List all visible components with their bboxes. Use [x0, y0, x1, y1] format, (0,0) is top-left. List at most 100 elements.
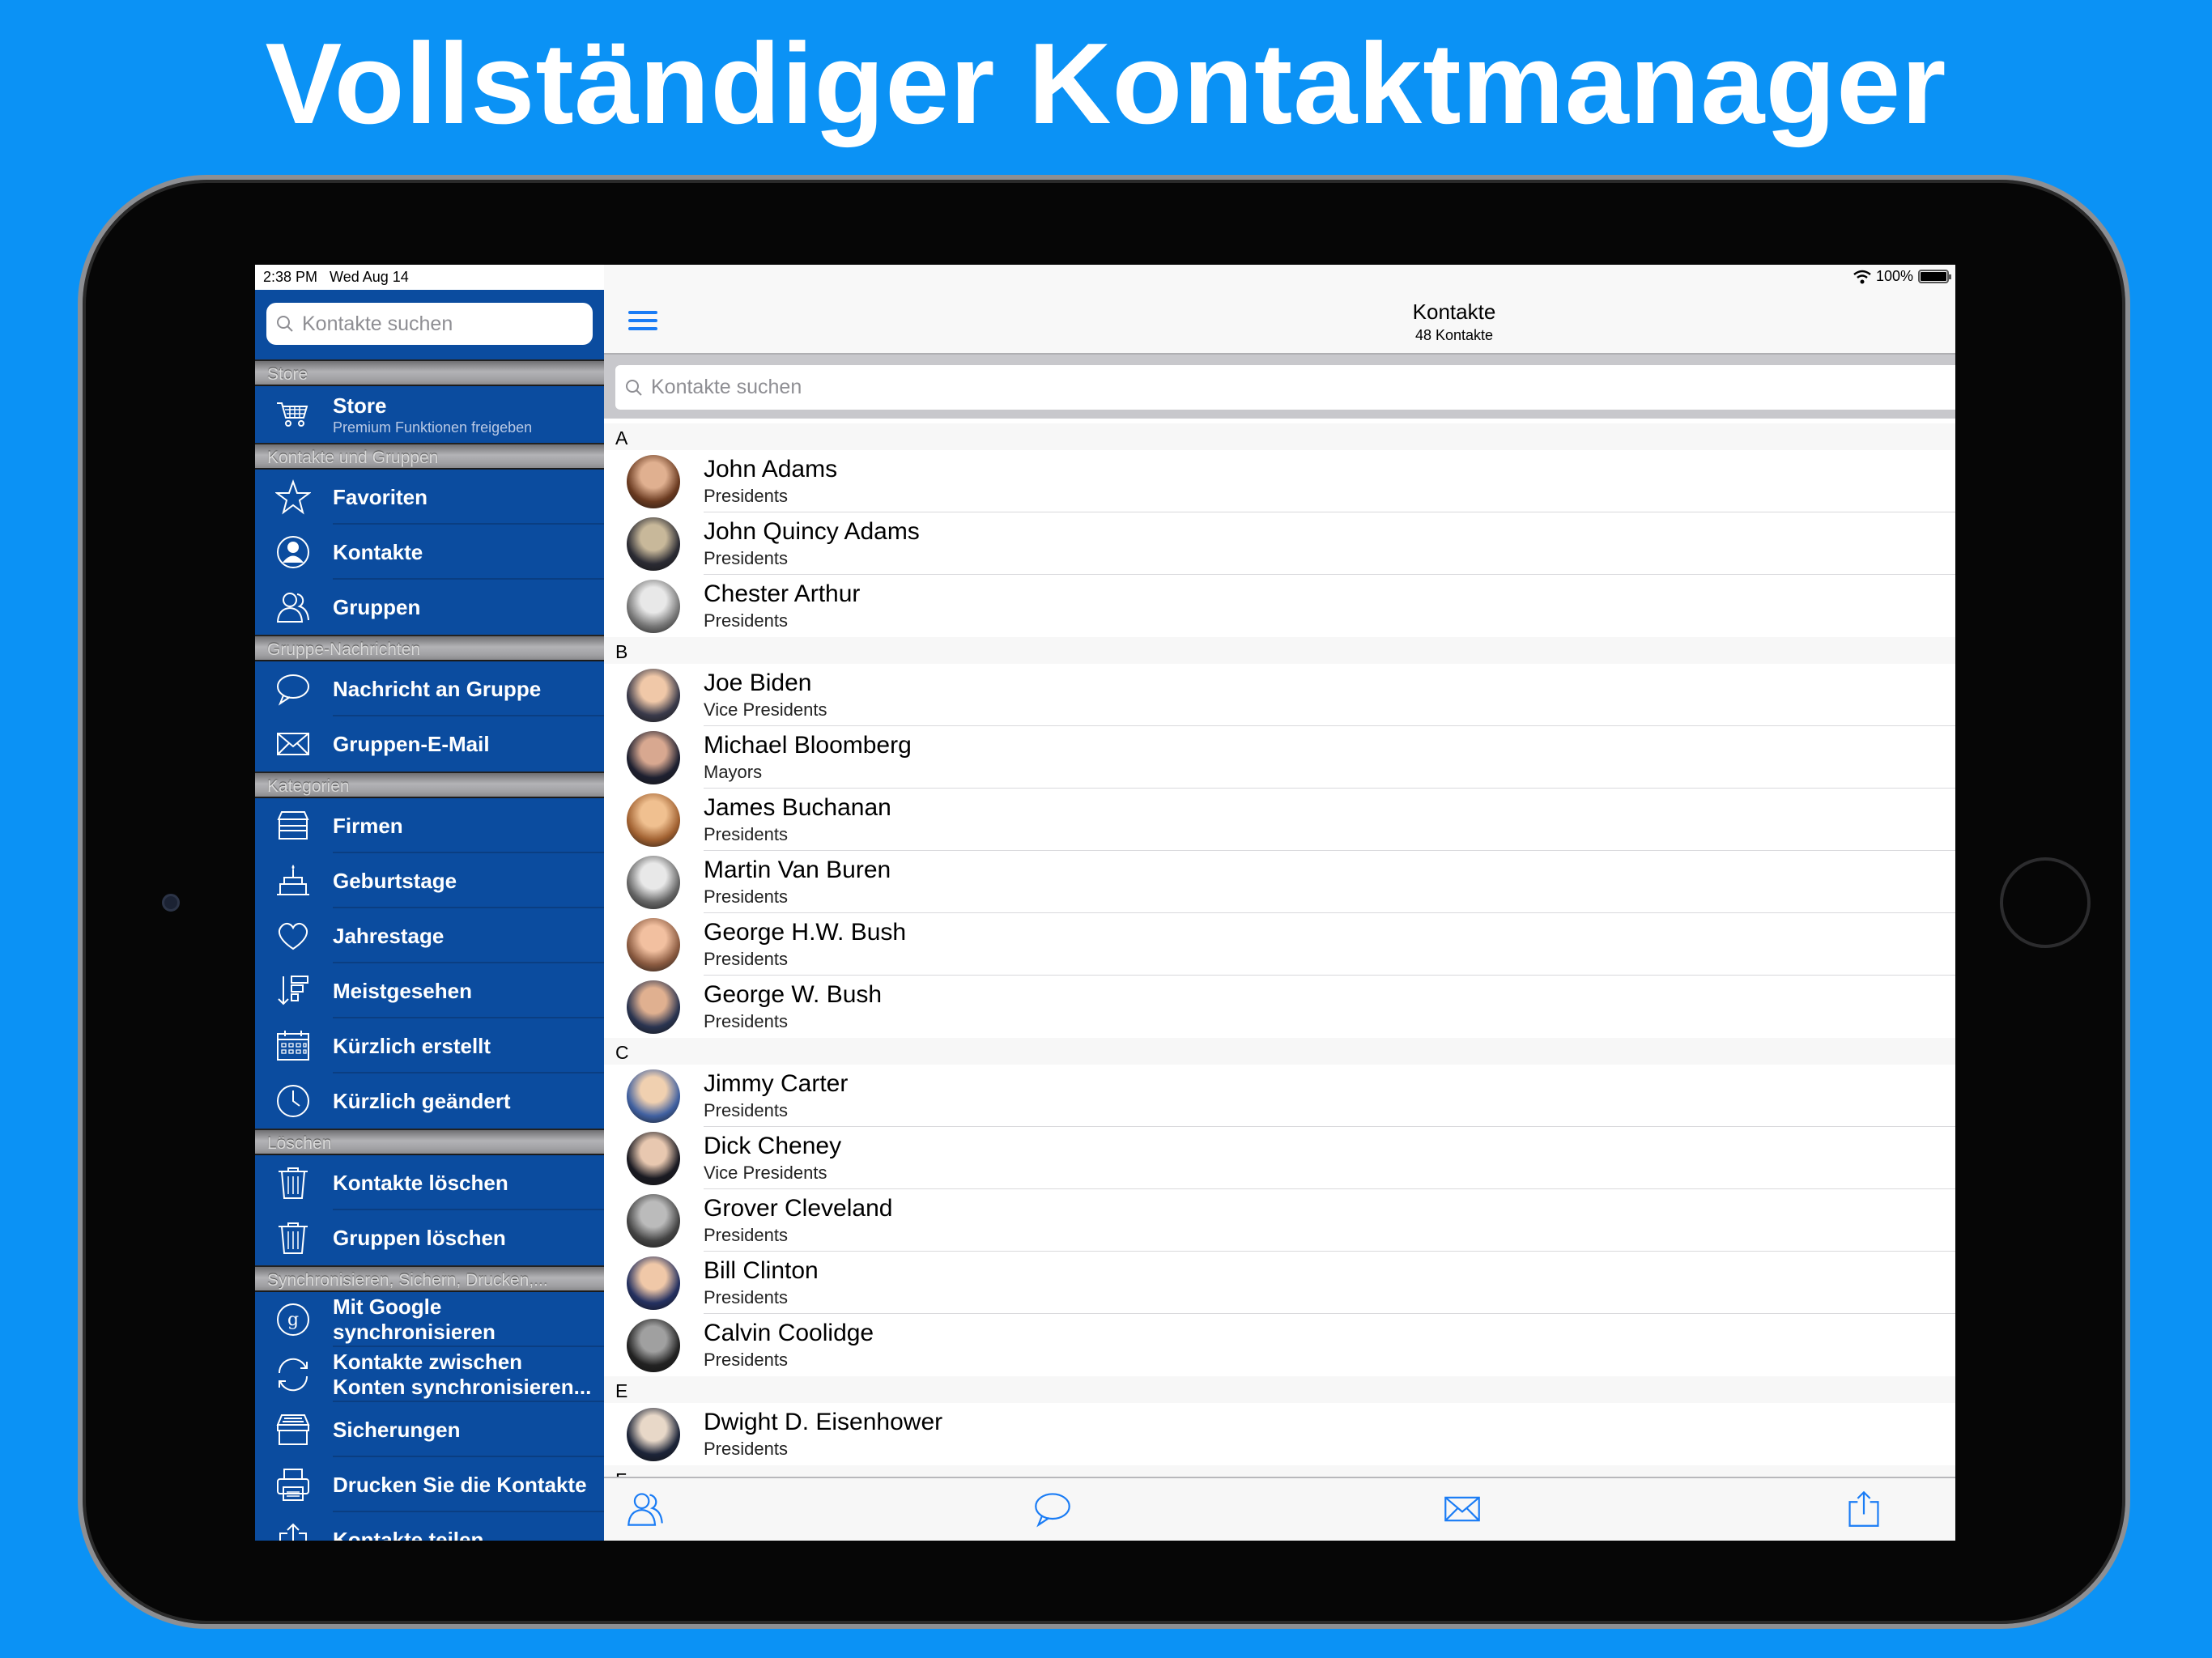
- sidebar-item-label: Gruppen löschen: [333, 1226, 596, 1251]
- sidebar-item-text: Kontakte löschen: [333, 1170, 508, 1195]
- sidebar-item-kontakte-zwischen-konten-synchronisieren[interactable]: Kontakte zwischen Konten synchronisieren…: [255, 1347, 604, 1402]
- contact-row[interactable]: John Quincy Adams Presidents: [604, 512, 1955, 575]
- sidebar-item-favoriten[interactable]: Favoriten: [255, 470, 604, 525]
- sidebar-item-text: Kontakte: [333, 539, 423, 564]
- contact-row[interactable]: George H.W. Bush Presidents: [604, 913, 1955, 976]
- sidebar-search-input[interactable]: Kontakte suchen: [266, 303, 593, 345]
- sidebar-menu: Store Store Premium Funktionen freigeben Ko…: [255, 359, 604, 1541]
- heart-icon: [275, 918, 311, 954]
- sidebar-item-text: Drucken Sie die Kontakte: [333, 1472, 587, 1497]
- contact-row[interactable]: Michael Bloomberg Mayors: [604, 726, 1955, 789]
- sidebar-item-kürzlich-geändert[interactable]: Kürzlich geändert: [255, 1073, 604, 1129]
- contact-group: Presidents: [704, 886, 788, 907]
- share-button[interactable]: [1844, 1490, 1883, 1528]
- contact-row[interactable]: Bill Clinton Presidents: [604, 1252, 1955, 1314]
- contact-group: Vice Presidents: [704, 699, 827, 720]
- sidebar-item-kontakte[interactable]: Kontakte: [255, 525, 604, 580]
- avatar: [627, 793, 680, 847]
- divider: [333, 1511, 604, 1512]
- chat-bubble-icon: [275, 671, 311, 707]
- divider: [333, 1401, 604, 1402]
- sidebar-item-nachricht-an-gruppe[interactable]: Nachricht an Gruppe: [255, 661, 604, 716]
- divider: [333, 523, 604, 525]
- sidebar-item-store[interactable]: Store Premium Funktionen freigeben: [255, 386, 604, 443]
- sidebar-item-firmen[interactable]: Firmen: [255, 798, 604, 853]
- share-icon: [275, 1522, 311, 1541]
- avatar: [627, 918, 680, 971]
- search-icon: [626, 379, 642, 396]
- contact-row[interactable]: Chester Arthur Presidents: [604, 575, 1955, 637]
- sidebar-item-label: Jahrestage: [333, 924, 596, 949]
- headline: Vollständiger Kontaktmanager: [265, 19, 1947, 148]
- contact-row[interactable]: Dick Cheney Vice Presidents: [604, 1127, 1955, 1189]
- screen: 2:38 PM Wed Aug 14 Kontakte suchen Store…: [255, 265, 1955, 1541]
- avatar: [627, 1132, 680, 1185]
- sidebar-item-text: Favoriten: [333, 484, 428, 509]
- sidebar-item-text: Jahrestage: [333, 923, 445, 948]
- sidebar-item-drucken-sie-die-kontakte[interactable]: Drucken Sie die Kontakte: [255, 1457, 604, 1512]
- sidebar-item-kürzlich-erstellt[interactable]: Kürzlich erstellt: [255, 1018, 604, 1073]
- contact-group: Presidents: [704, 1011, 788, 1031]
- bottom-toolbar: [604, 1477, 1955, 1541]
- sidebar-item-kontakte-teilen[interactable]: Kontakte teilen: [255, 1512, 604, 1541]
- sidebar-item-label: Gruppen: [333, 595, 596, 620]
- sidebar-item-label: Store Premium Funktionen freigeben: [333, 393, 596, 436]
- contact-row[interactable]: George W. Bush Presidents: [604, 976, 1955, 1038]
- sidebar-search-area: Kontakte suchen: [255, 290, 604, 359]
- divider: [333, 852, 604, 853]
- star-icon: [274, 479, 312, 515]
- group-icon: [626, 1493, 665, 1532]
- contact-row[interactable]: John Adams Presidents: [604, 450, 1955, 512]
- cake-icon: [275, 863, 311, 899]
- contact-row[interactable]: Martin Van Buren Presidents: [604, 851, 1955, 913]
- home-button[interactable]: [2000, 857, 2091, 948]
- sidebar-item-text: Meistgesehen: [333, 978, 472, 1003]
- contact-row[interactable]: James Buchanan Presidents: [604, 789, 1955, 851]
- sidebar-item-sicherungen[interactable]: Sicherungen: [255, 1402, 604, 1457]
- divider: [333, 1017, 604, 1018]
- contact-row[interactable]: Grover Cleveland Presidents: [604, 1189, 1955, 1252]
- sidebar-item-jahrestage[interactable]: Jahrestage: [255, 908, 604, 963]
- contact-name: Joe Biden: [704, 670, 812, 696]
- contact-row[interactable]: Calvin Coolidge Presidents: [604, 1314, 1955, 1376]
- avatar: [627, 669, 680, 722]
- email-button[interactable]: [1443, 1490, 1482, 1528]
- divider: [704, 574, 1955, 575]
- sidebar-item-gruppen-e-mail[interactable]: Gruppen-E-Mail: [255, 716, 604, 772]
- contact-group: Presidents: [704, 1100, 788, 1120]
- sidebar-item-meistgesehen[interactable]: Meistgesehen: [255, 963, 604, 1018]
- trash-icon: [275, 1165, 311, 1201]
- sidebar-item-label: Drucken Sie die Kontakte: [333, 1473, 596, 1498]
- divider: [333, 962, 604, 963]
- contact-row[interactable]: Dwight D. Eisenhower Presidents: [604, 1403, 1955, 1465]
- contact-group: Presidents: [704, 548, 788, 568]
- groups-button[interactable]: [626, 1490, 665, 1528]
- contact-name: Calvin Coolidge: [704, 1320, 874, 1346]
- search-bar: Kontakte suchen: [604, 353, 1955, 419]
- contact-group: Presidents: [704, 486, 788, 506]
- battery-icon: [1918, 270, 1951, 283]
- contact-row[interactable]: Jimmy Carter Presidents: [604, 1065, 1955, 1127]
- section-letter-a: A: [604, 423, 1955, 450]
- clock-icon: [275, 1083, 311, 1119]
- message-button[interactable]: [1033, 1490, 1072, 1528]
- contacts-search-input[interactable]: Kontakte suchen: [615, 365, 1955, 410]
- contacts-search-placeholder: Kontakte suchen: [651, 376, 802, 398]
- camera-icon: [162, 894, 180, 912]
- sidebar-item-gruppen[interactable]: Gruppen: [255, 580, 604, 635]
- sidebar-item-text: Geburtstage: [333, 868, 457, 893]
- contact-name: Dick Cheney: [704, 1133, 842, 1159]
- sidebar-item-subtitle: Premium Funktionen freigeben: [333, 419, 533, 436]
- trash-icon: [275, 1220, 311, 1256]
- section-letter-c: C: [604, 1038, 1955, 1065]
- divider: [704, 1251, 1955, 1252]
- contact-name: John Adams: [704, 456, 838, 483]
- sidebar-item-kontakte-löschen[interactable]: Kontakte löschen: [255, 1155, 604, 1210]
- sidebar-item-geburtstage[interactable]: Geburtstage: [255, 853, 604, 908]
- sidebar-item-mit-google-synchronisieren[interactable]: g Mit Google synchronisieren: [255, 1292, 604, 1347]
- sidebar-item-gruppen-löschen[interactable]: Gruppen löschen: [255, 1210, 604, 1265]
- google-icon: g: [275, 1302, 311, 1337]
- avatar: [627, 580, 680, 633]
- menu-button[interactable]: [628, 311, 657, 334]
- contact-row[interactable]: Joe Biden Vice Presidents: [604, 664, 1955, 726]
